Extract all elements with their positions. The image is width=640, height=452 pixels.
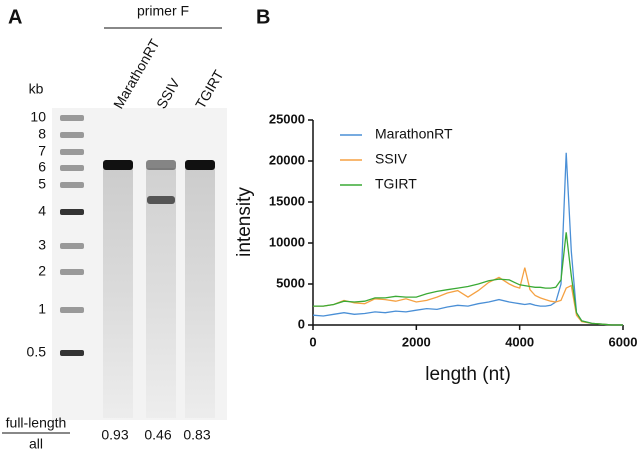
ladder-band bbox=[60, 182, 84, 188]
ladder-band bbox=[60, 165, 84, 171]
y-tick-label: 20000 bbox=[269, 152, 305, 167]
ladder-label: 1 bbox=[38, 301, 46, 317]
legend-label: TGIRT bbox=[375, 176, 417, 192]
panel-label: B bbox=[256, 6, 270, 28]
ladder-label: 0.5 bbox=[27, 344, 47, 360]
unit-label: kb bbox=[29, 81, 44, 97]
ladder-band bbox=[60, 132, 84, 138]
ladder-band bbox=[60, 307, 84, 313]
x-tick-label: 2000 bbox=[402, 334, 431, 349]
ladder-label: 3 bbox=[38, 237, 46, 253]
panel-label: A bbox=[8, 6, 22, 28]
ssiv-band bbox=[147, 196, 175, 204]
x-tick-label: 6000 bbox=[609, 334, 638, 349]
ratio-denominator: all bbox=[29, 436, 43, 452]
full-length-band bbox=[185, 160, 215, 170]
x-tick-label: 0 bbox=[309, 334, 316, 349]
ladder-band bbox=[60, 350, 84, 356]
lane-label: SSIV bbox=[153, 75, 183, 111]
lane-smear bbox=[146, 168, 176, 418]
ladder-label: 5 bbox=[38, 176, 46, 192]
ladder-band bbox=[60, 209, 84, 215]
y-tick-label: 0 bbox=[298, 316, 305, 331]
y-tick-label: 25000 bbox=[269, 111, 305, 126]
x-axis-label: length (nt) bbox=[425, 364, 511, 385]
lane-smear bbox=[185, 168, 215, 418]
full-length-band bbox=[146, 160, 176, 170]
series-line bbox=[312, 152, 623, 326]
ladder-band bbox=[60, 149, 84, 155]
ratio-value: 0.46 bbox=[144, 427, 171, 443]
lane-label: TGIRT bbox=[192, 67, 227, 112]
ladder-label: 7 bbox=[38, 143, 46, 159]
ratio-value: 0.83 bbox=[183, 427, 210, 443]
primer-label: primer F bbox=[137, 3, 189, 19]
ladder-band bbox=[60, 115, 84, 121]
ladder-band bbox=[60, 243, 84, 249]
ladder-label: 10 bbox=[30, 109, 46, 125]
ladder-band bbox=[60, 269, 84, 275]
y-axis-label: intensity bbox=[234, 187, 255, 257]
full-length-band bbox=[103, 160, 133, 170]
ladder-label: 4 bbox=[38, 203, 46, 219]
ratio-numerator: full-length bbox=[6, 415, 67, 431]
lane-smear bbox=[103, 168, 133, 418]
ladder-label: 8 bbox=[38, 126, 46, 142]
y-tick-label: 15000 bbox=[269, 193, 305, 208]
ladder-label: 6 bbox=[38, 159, 46, 175]
series-line bbox=[313, 232, 623, 326]
series-line bbox=[313, 267, 623, 326]
ratio-value: 0.93 bbox=[101, 427, 128, 443]
ladder-label: 2 bbox=[38, 263, 46, 279]
legend-label: SSIV bbox=[375, 151, 408, 167]
y-tick-label: 5000 bbox=[276, 275, 305, 290]
legend-label: MarathonRT bbox=[375, 126, 453, 142]
x-tick-label: 4000 bbox=[505, 334, 534, 349]
y-tick-label: 10000 bbox=[269, 234, 305, 249]
